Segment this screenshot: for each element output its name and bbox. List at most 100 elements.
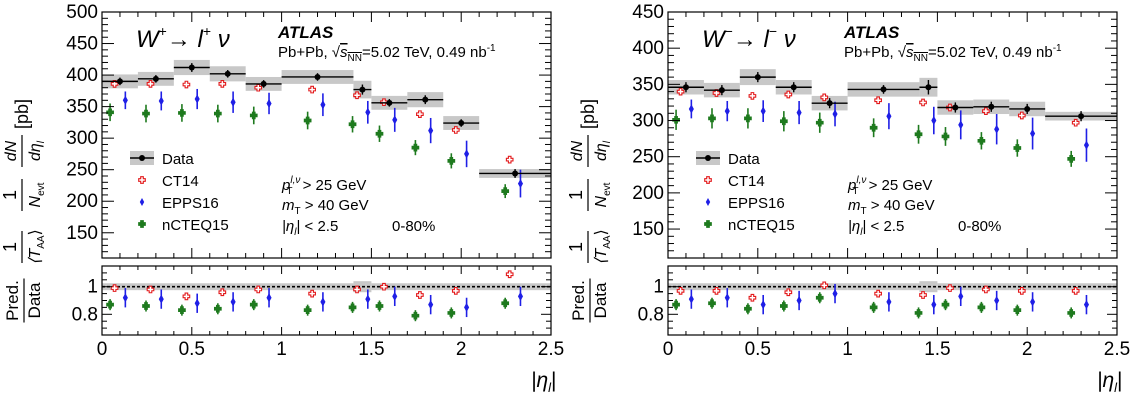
ct14-ratio-point: [218, 288, 227, 297]
data-point: [682, 84, 689, 91]
data-point: [1024, 105, 1031, 112]
ct14-ratio-point: [748, 293, 757, 302]
y-label-taa-sub: AA: [36, 235, 47, 249]
epps16-point: [994, 124, 1000, 134]
data-point: [458, 120, 465, 127]
ncteq15-ratio-point: [249, 300, 258, 309]
epps16-ratio-point: [428, 300, 434, 310]
data-point: [260, 80, 267, 87]
ncteq15-ratio-point: [178, 306, 186, 315]
ct14-ratio-point: [505, 270, 514, 279]
y-label-frac1-num: 1: [0, 242, 20, 252]
sqrt-sign: √: [898, 44, 907, 61]
process-w: W: [136, 26, 161, 53]
y-tick-label: 250: [66, 160, 98, 181]
cut-mt-sub: T: [295, 206, 301, 217]
panel-left: 0 0.5 1 1.5 2 2.5 150 200 250 300 350 400 450 500 0.8 1…: [0, 2, 564, 395]
epps16-point: [886, 111, 892, 121]
data-point: [224, 70, 231, 77]
legend-epps16-marker: [705, 198, 711, 206]
ratio-sys-band: [173, 283, 210, 291]
process-label: W+→ l+ ν: [136, 23, 230, 53]
y-label-dn: dN: [3, 140, 20, 161]
ratio-sys-band: [407, 283, 444, 291]
data-point: [1078, 113, 1085, 120]
process-lepton: l: [757, 26, 770, 53]
ct14-point: [416, 110, 424, 119]
ct14-point: [146, 80, 155, 88]
process-lepton-charge: −: [769, 23, 777, 39]
ct14-ratio-point: [1017, 286, 1026, 295]
y-label-frac3-num: dN: [569, 140, 586, 161]
cut-pt-sub: T: [852, 186, 858, 197]
ratio-sys-band: [703, 283, 740, 291]
data-point: [988, 103, 995, 110]
sqrt-sub: NN: [914, 53, 928, 64]
process-w-charge: +: [159, 23, 167, 39]
ncteq15-ratio-point: [213, 304, 222, 313]
epps16-ratio-point: [958, 291, 964, 301]
data-point: [422, 96, 429, 103]
lumi-exp: -1: [1053, 43, 1062, 54]
x-label-eta: |η: [531, 369, 548, 392]
y-label-taa-sub: AA: [602, 235, 613, 249]
ct14-point: [748, 92, 757, 100]
x-tick-label: 0.5: [745, 339, 771, 360]
legend-ncteq15-label: nCTEQ15: [728, 217, 795, 234]
x-label-close: |: [1117, 369, 1122, 392]
ncteq15-point: [744, 114, 752, 123]
ct14-ratio-point: [946, 284, 954, 292]
cut-mt: mT > 40 GeV: [848, 197, 935, 217]
ncteq15-point: [178, 109, 186, 117]
epps16-ratio-point: [796, 295, 802, 306]
data-point: [188, 64, 195, 71]
ncteq15-ratio-point: [1067, 309, 1076, 317]
data-point: [790, 84, 797, 91]
epps16-ratio-point: [760, 300, 766, 310]
ncteq15-ratio-point: [977, 303, 986, 312]
ct14-ratio-point: [784, 288, 793, 297]
ct14-point: [182, 80, 191, 89]
cut-mt-value: > 40 GeV: [867, 197, 935, 214]
ncteq15-point: [914, 130, 923, 139]
ncteq15-point: [1013, 144, 1022, 152]
y-tick-label: 350: [632, 74, 664, 95]
ncteq15-ratio-point: [106, 300, 114, 309]
ncteq15-point: [348, 120, 357, 129]
ct14-point: [110, 80, 119, 88]
ratio-frame: [667, 265, 1118, 336]
epps16-point: [365, 107, 371, 117]
ct14-ratio-point: [919, 291, 927, 299]
cut-pt: pl,ν T > 25 GeV: [847, 175, 932, 197]
cut-pt: pl,ν T > 25 GeV: [281, 175, 366, 197]
ncteq15-point: [941, 132, 950, 141]
sqrt-arg: s: [340, 44, 348, 61]
x-tick-label: 2.5: [1104, 339, 1130, 360]
process-w: W: [702, 26, 727, 53]
ratio-sys-band: [443, 283, 480, 291]
ratio-sys-band: [973, 283, 1010, 291]
epps16-point: [194, 94, 200, 104]
ct14-ratio-point: [380, 282, 388, 291]
collision-prefix: Pb+Pb,: [278, 44, 332, 61]
process-w-charge: −: [725, 23, 733, 39]
epps16-point: [158, 96, 164, 106]
ct14-point: [308, 85, 316, 94]
y-label-frac2-num: 1: [0, 190, 20, 200]
epps16-point: [1083, 140, 1090, 150]
legend-ct14-label: CT14: [162, 173, 199, 190]
ncteq15-point: [106, 108, 114, 117]
data-point: [952, 104, 959, 111]
ct14-ratio-point: [1071, 286, 1080, 295]
epps16-ratio-point: [688, 294, 694, 304]
process-nu: ν: [777, 26, 796, 53]
epps16-ratio-point: [266, 293, 272, 303]
process-arrow: →: [167, 26, 191, 53]
cut-mt-value: > 40 GeV: [301, 197, 369, 214]
legend-epps16-label: EPPS16: [162, 195, 219, 212]
y-label-deta-sub: l: [602, 140, 613, 143]
collision-label: Pb+Pb, √sNN=5.02 TeV, 0.49 nb-1: [278, 43, 496, 64]
x-tick-label: 2.5: [538, 339, 564, 360]
ncteq15-point: [869, 123, 878, 132]
